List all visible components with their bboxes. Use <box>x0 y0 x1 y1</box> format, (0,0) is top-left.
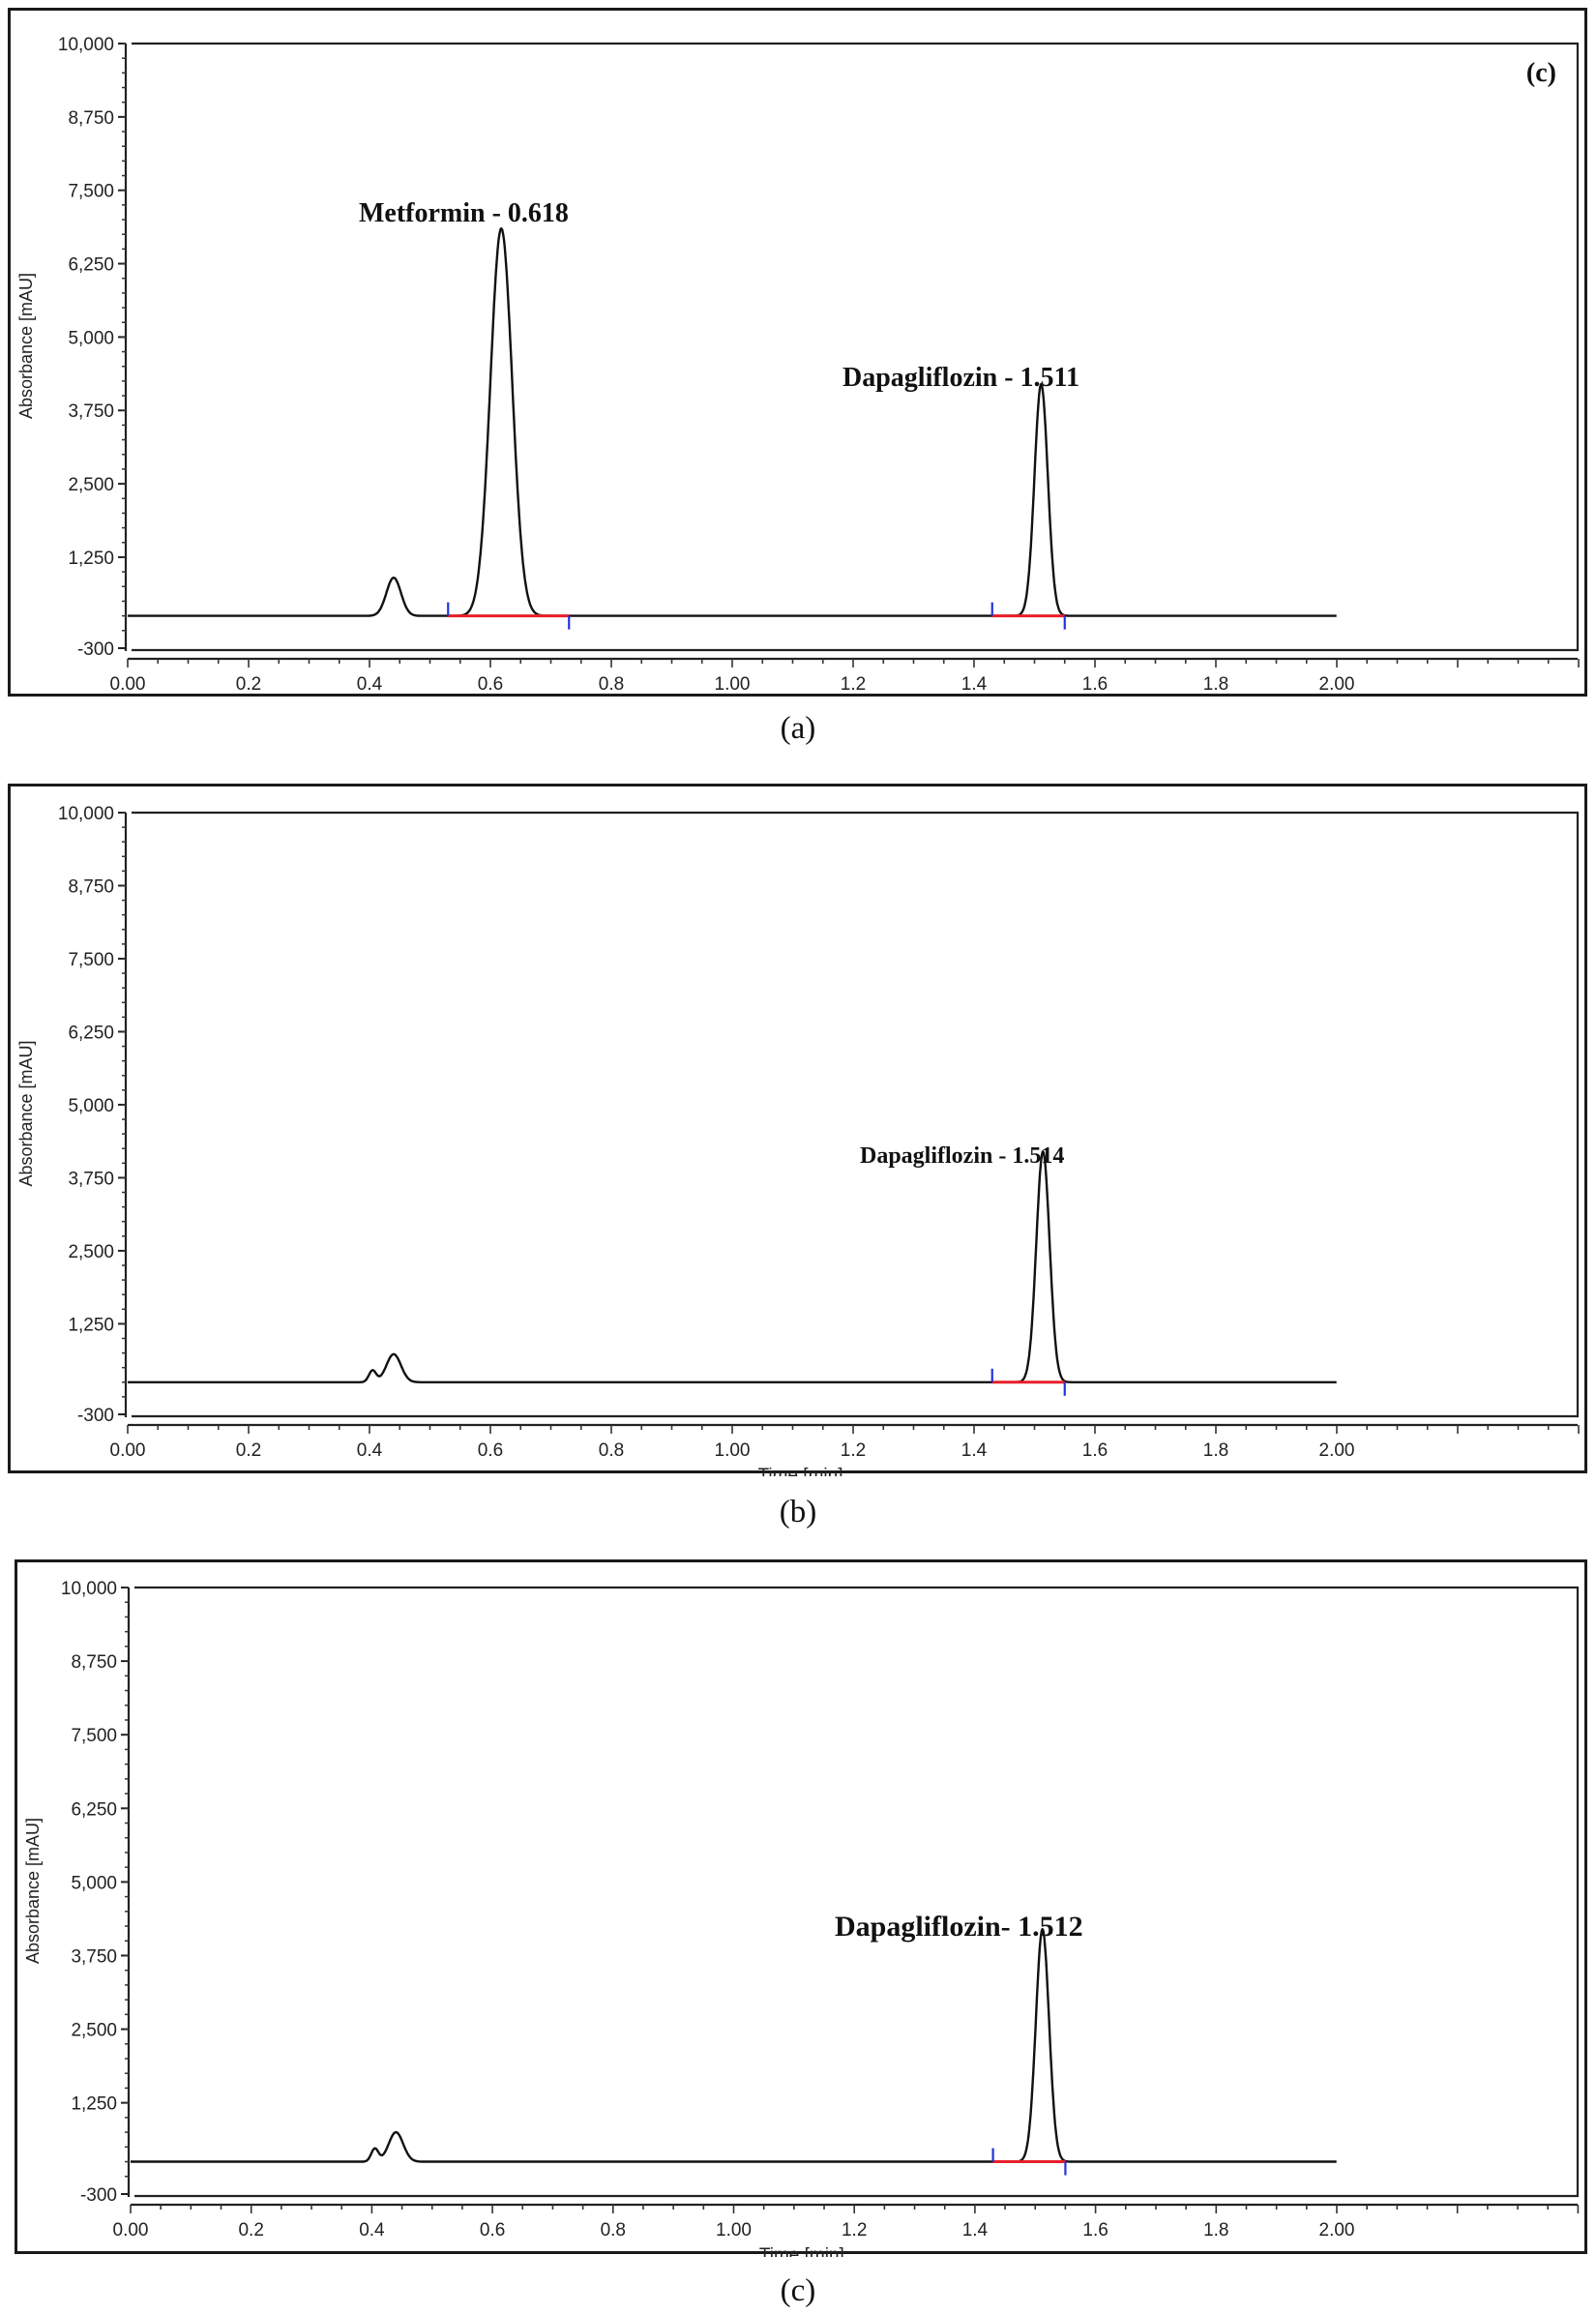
x-tick-label: 0.4 <box>357 1440 383 1461</box>
x-tick-label: 0.6 <box>480 2220 505 2241</box>
corner-label: (c) <box>1526 58 1556 88</box>
y-tick-label: 2,500 <box>68 1242 114 1262</box>
peak-label: Dapagliflozin - 1.514 <box>860 1143 1064 1169</box>
y-axis-title: Absorbance [mAU] <box>16 273 36 419</box>
x-tick-label: 0.00 <box>110 674 146 695</box>
x-tick-label: 2.00 <box>1319 674 1355 695</box>
y-tick-label: 6,250 <box>71 1799 117 1820</box>
x-tick-label: 1.2 <box>841 1440 866 1461</box>
x-tick-label: 1.00 <box>715 674 751 695</box>
x-tick-label: 1.6 <box>1082 1440 1108 1461</box>
x-tick-label: 0.2 <box>236 1440 261 1461</box>
y-tick-label: 3,750 <box>68 1169 114 1189</box>
x-tick-label: 1.8 <box>1203 2220 1228 2241</box>
x-tick-label: 0.6 <box>478 1440 503 1461</box>
y-tick-label: 8,750 <box>71 1652 117 1673</box>
y-tick-label: 8,750 <box>68 876 114 897</box>
chromatogram-panel-b: 10,000 8,750 7,500 6,250 5,000 3,750 2,500 1,25… <box>8 784 1587 1476</box>
x-tick-label: 1.6 <box>1082 2220 1108 2241</box>
x-tick-label: 0.00 <box>110 1440 146 1461</box>
y-tick-label: 1,250 <box>68 549 114 569</box>
x-tick-label: 1.8 <box>1203 674 1228 695</box>
y-tick-label: 1,250 <box>71 2094 117 2115</box>
x-tick-label: 0.8 <box>599 1440 624 1461</box>
y-tick-label: 8,750 <box>68 108 114 129</box>
peak-label: Dapagliflozin- 1.512 <box>835 1911 1083 1943</box>
x-tick-label: 1.00 <box>715 1440 751 1461</box>
chromatogram-panel-a: 10,000 8,750 7,500 6,250 5,000 3,750 2,500 1,25… <box>8 8 1587 697</box>
x-axis-title: Time [min] <box>759 2245 844 2257</box>
y-tick-label: 10,000 <box>58 35 114 55</box>
x-tick-label: 2.00 <box>1319 1440 1355 1461</box>
x-tick-label: 0.6 <box>478 674 503 695</box>
chromatogram-trace <box>127 1150 1337 1383</box>
x-axis-title: Time [min] <box>758 1466 843 1476</box>
y-tick-label: 6,250 <box>68 1023 114 1043</box>
y-tick-label: 10,000 <box>61 1579 117 1599</box>
peak-label: Metformin - 0.618 <box>359 198 569 228</box>
x-tick-label: 0.00 <box>113 2220 149 2241</box>
y-tick-label: 5,000 <box>71 1873 117 1893</box>
x-tick-label: 1.4 <box>961 1440 988 1461</box>
x-tick-label: 1.2 <box>842 2220 867 2241</box>
x-tick-label: 0.4 <box>359 2220 385 2241</box>
y-tick-label: 2,500 <box>68 475 114 495</box>
y-tick-label: 10,000 <box>58 804 114 824</box>
y-tick-label: 7,500 <box>68 182 114 202</box>
x-tick-label: 0.8 <box>601 2220 626 2241</box>
chromatogram-panel-c: 10,000 8,750 7,500 6,250 5,000 3,750 2,500 1,25… <box>15 1559 1587 2257</box>
peak-label: Dapagliflozin - 1.511 <box>842 363 1079 393</box>
x-tick-label: 1.4 <box>962 2220 989 2241</box>
y-tick-label: 3,750 <box>68 401 114 422</box>
y-axis-title: Absorbance [mAU] <box>23 1818 43 1964</box>
x-tick-label: 1.2 <box>841 674 866 695</box>
x-tick-label: 2.00 <box>1319 2220 1355 2241</box>
plot-box <box>132 811 1580 1418</box>
y-tick-label: 3,750 <box>71 1946 117 1967</box>
y-tick-label: 5,000 <box>68 1096 114 1116</box>
x-tick-label: 1.8 <box>1203 1440 1228 1461</box>
x-tick-label: 1.00 <box>716 2220 752 2241</box>
x-tick-label: 0.2 <box>236 674 261 695</box>
x-tick-label: 0.4 <box>357 674 383 695</box>
plot-box <box>134 1586 1580 2198</box>
y-tick-label: -300 <box>77 639 114 660</box>
plot-box <box>132 42 1580 652</box>
chromatogram-trace <box>130 1927 1337 2163</box>
y-tick-label: 5,000 <box>68 328 114 348</box>
y-tick-label: 1,250 <box>68 1315 114 1335</box>
caption-c: (c) <box>780 2273 816 2308</box>
y-tick-label: 2,500 <box>71 2021 117 2041</box>
y-tick-label: -300 <box>77 1406 114 1426</box>
y-tick-label: 7,500 <box>71 1726 117 1746</box>
chromatogram-plot-b: 10,000 8,750 7,500 6,250 5,000 3,750 2,500 1,25… <box>16 804 1580 1476</box>
y-tick-label: 6,250 <box>68 255 114 276</box>
y-axis-title: Absorbance [mAU] <box>16 1040 36 1186</box>
x-tick-label: 1.6 <box>1082 674 1108 695</box>
x-tick-label: 1.4 <box>961 674 988 695</box>
x-tick-label: 0.8 <box>599 674 624 695</box>
y-tick-label: 7,500 <box>68 950 114 970</box>
y-tick-label: -300 <box>80 2185 117 2206</box>
x-tick-label: 0.2 <box>238 2220 263 2241</box>
chromatogram-trace <box>127 226 1337 617</box>
caption-a: (a) <box>780 711 816 746</box>
caption-b: (b) <box>779 1495 817 1529</box>
chromatogram-plot-c: 10,000 8,750 7,500 6,250 5,000 3,750 2,500 1,25… <box>23 1579 1580 2257</box>
chromatogram-plot-a: 10,000 8,750 7,500 6,250 5,000 3,750 2,500 1,25… <box>16 35 1580 695</box>
